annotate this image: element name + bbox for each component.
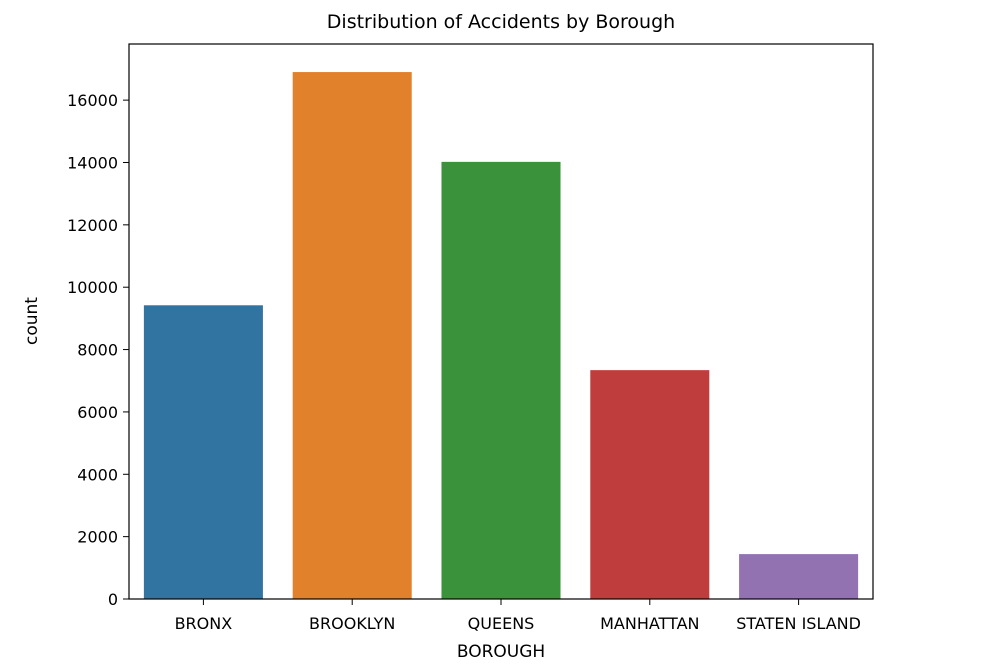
bar-queens	[441, 161, 561, 599]
bar-brooklyn	[292, 72, 412, 600]
x-tick-label-manhattan: MANHATTAN	[600, 614, 699, 633]
y-tick-label: 14000	[67, 153, 118, 172]
y-tick-label: 0	[108, 590, 118, 609]
y-tick-label: 10000	[67, 278, 118, 297]
y-axis-label: count	[22, 297, 42, 345]
y-tick-label: 6000	[77, 403, 118, 422]
bar-manhattan	[590, 370, 710, 599]
x-tick-label-queens: QUEENS	[468, 614, 535, 633]
bars	[143, 72, 859, 600]
bar-bronx	[143, 305, 263, 599]
x-tick-label-bronx: BRONX	[175, 614, 233, 633]
y-tick-label: 16000	[67, 91, 118, 110]
y-tick-label: 2000	[77, 528, 118, 547]
x-tick-label-brooklyn: BROOKLYN	[309, 614, 395, 633]
x-axis-label: BOROUGH	[457, 642, 545, 662]
y-tick-label: 12000	[67, 216, 118, 235]
y-tick-label: 8000	[77, 341, 118, 360]
y-tick-label: 4000	[77, 465, 118, 484]
y-axis-ticks: 0 2000 4000 6000 8000 10000 12000 14000 16000	[67, 91, 129, 609]
x-tick-label-staten-island: STATEN ISLAND	[736, 614, 861, 633]
bar-staten-island	[739, 554, 859, 599]
x-axis-ticks: BRONX BROOKLYN QUEENS MANHATTAN STATEN ISLAN…	[175, 599, 861, 633]
chart-title: Distribution of Accidents by Borough	[327, 11, 675, 33]
